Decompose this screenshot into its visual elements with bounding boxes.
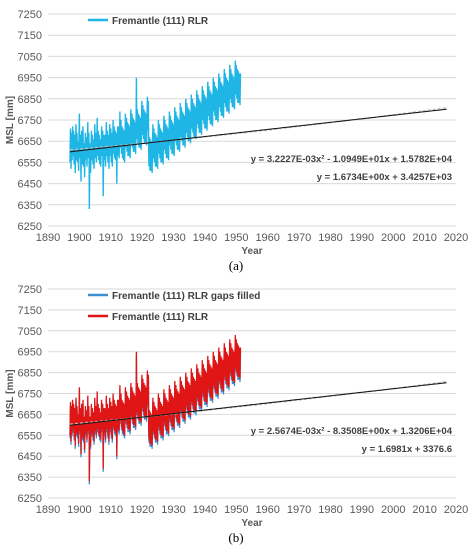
y-tick-label: 6350 — [18, 200, 42, 212]
x-tick-label: 1990 — [350, 504, 374, 516]
x-tick-label: 1950 — [224, 232, 248, 244]
y-tick-label: 7250 — [18, 9, 42, 21]
y-tick-label: 6950 — [18, 347, 42, 359]
caption-a: (a) — [228, 258, 244, 273]
trendline-equation: y = 1.6981x + 3376.6 — [362, 444, 452, 455]
linear-trendline — [69, 108, 447, 153]
y-axis-label: MSL [mm] — [5, 96, 16, 144]
x-tick-label: 1900 — [67, 232, 91, 244]
y-tick-label: 6750 — [18, 389, 42, 401]
linear-trendline — [69, 382, 447, 426]
y-tick-label: 6750 — [18, 115, 42, 127]
y-tick-label: 6550 — [18, 157, 42, 169]
y-tick-label: 6950 — [18, 73, 42, 85]
y-tick-label: 7250 — [18, 284, 42, 296]
caption-b: (b) — [228, 530, 244, 545]
y-tick-label: 6250 — [18, 493, 42, 505]
x-tick-label: 1920 — [130, 504, 154, 516]
trendline-equation: y = 1.6734E+00x + 3.4257E+03 — [317, 172, 452, 183]
series-line-rlr — [69, 334, 242, 482]
x-tick-label: 1990 — [350, 232, 374, 244]
x-tick-label: 1900 — [67, 504, 91, 516]
trendline-equation: y = 3.2227E-03x² - 1.0949E+01x + 1.5782E… — [251, 154, 453, 165]
y-tick-label: 6450 — [18, 179, 42, 191]
x-tick-label: 1890 — [36, 232, 60, 244]
x-tick-label: 1960 — [255, 232, 279, 244]
x-tick-label: 1920 — [130, 232, 154, 244]
x-tick-label: 1980 — [318, 232, 342, 244]
y-tick-label: 6650 — [18, 409, 42, 421]
y-tick-label: 6550 — [18, 430, 42, 442]
x-tick-label: 2000 — [381, 232, 405, 244]
x-tick-label: 2020 — [444, 504, 468, 516]
legend-label: Fremantle (111) RLR gaps filled — [112, 291, 260, 302]
x-axis-label: Year — [241, 246, 262, 257]
legend-label: Fremantle (111) RLR — [112, 312, 209, 323]
series-line-rlr — [69, 60, 242, 210]
x-tick-label: 1950 — [224, 504, 248, 516]
y-tick-label: 6650 — [18, 136, 42, 148]
x-tick-label: 1940 — [193, 232, 217, 244]
y-tick-label: 6850 — [18, 94, 42, 106]
y-tick-label: 6250 — [18, 221, 42, 233]
x-tick-label: 1910 — [99, 232, 123, 244]
x-tick-label: 1910 — [99, 504, 123, 516]
x-tick-label: 1930 — [161, 504, 185, 516]
legend-label: Fremantle (111) RLR — [112, 16, 209, 27]
y-tick-label: 6450 — [18, 451, 42, 463]
x-tick-label: 1960 — [255, 504, 279, 516]
trendline-equation: y = 2.5674E-03x² - 8.3508E+00x + 1.3206E… — [251, 426, 453, 437]
x-tick-label: 2000 — [381, 504, 405, 516]
x-tick-label: 1890 — [36, 504, 60, 516]
x-tick-label: 2010 — [412, 232, 436, 244]
x-tick-label: 2020 — [444, 232, 468, 244]
x-tick-label: 2010 — [412, 504, 436, 516]
y-axis-label: MSL [mm] — [5, 369, 16, 417]
y-tick-label: 6350 — [18, 472, 42, 484]
x-tick-label: 1930 — [161, 232, 185, 244]
x-tick-label: 1940 — [193, 504, 217, 516]
x-tick-label: 1970 — [287, 232, 311, 244]
y-tick-label: 7150 — [18, 305, 42, 317]
chart-a: 6250 6350 6450 6550 6650 6750 6850 6950 7050 7150… — [5, 9, 468, 257]
y-tick-label: 7050 — [18, 326, 42, 338]
x-tick-label: 1970 — [287, 504, 311, 516]
y-tick-label: 7150 — [18, 30, 42, 42]
y-tick-label: 6850 — [18, 368, 42, 380]
chart-b: 6250 6350 6450 6550 6650 6750 6850 6950 7050 7150… — [5, 284, 468, 527]
x-tick-label: 1980 — [318, 504, 342, 516]
x-axis-label: Year — [241, 518, 262, 527]
y-tick-label: 7050 — [18, 51, 42, 63]
